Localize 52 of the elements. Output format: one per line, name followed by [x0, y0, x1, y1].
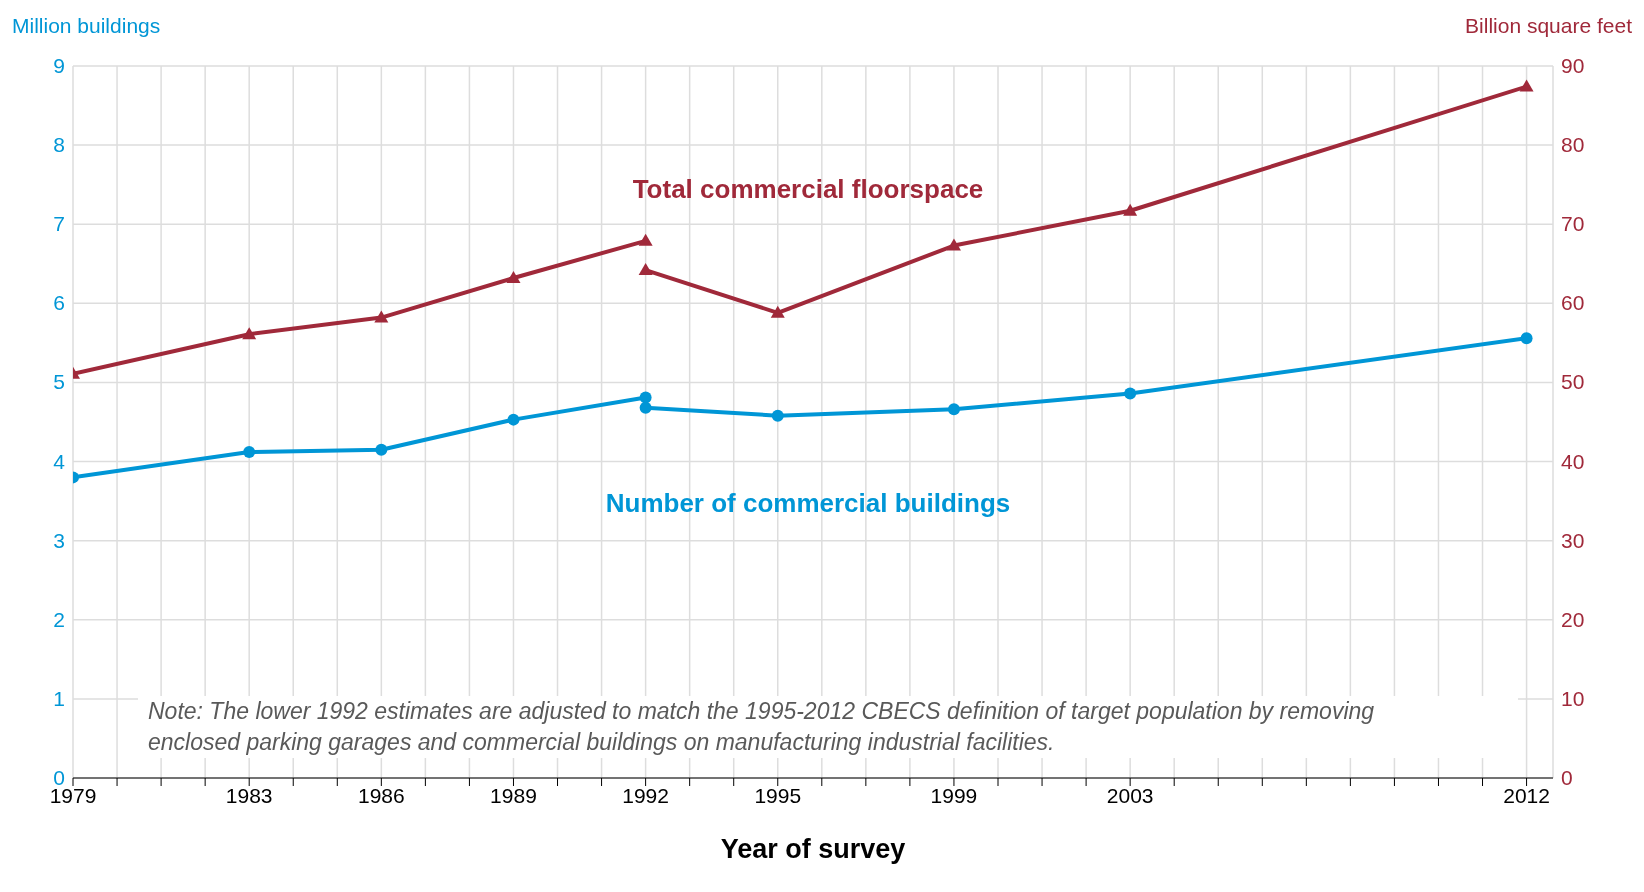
x-tick-label: 2012 — [1503, 783, 1550, 807]
x-tick-label: 1983 — [225, 783, 273, 807]
point — [946, 238, 961, 251]
point — [1519, 79, 1534, 92]
annotation: Note: The lower 1992 estimates are adjusted to match the 1995-2012 CBECS definition of target population by removing enclosed parking garages and commercial buildings on manufacturing industrial facilities. — [148, 697, 1376, 757]
y2-tick-label: 30 — [1561, 528, 1585, 552]
point — [375, 443, 388, 456]
x-tick-label: 1999 — [930, 783, 978, 807]
y-tick-label: 5 — [53, 370, 65, 394]
point — [507, 413, 520, 426]
point — [506, 271, 521, 284]
x-axis-title: Year of survey — [720, 834, 906, 864]
y2-tick-label: 10 — [1561, 686, 1585, 710]
point — [1123, 203, 1138, 216]
y2-tick-label: 60 — [1561, 291, 1585, 315]
series-label: Total commercial floorspace — [631, 174, 985, 205]
point — [639, 401, 652, 414]
point — [639, 391, 652, 404]
y-tick-label: 6 — [53, 291, 65, 315]
x-tick-label: 1989 — [490, 783, 537, 807]
y2-tick-label: 40 — [1561, 449, 1585, 473]
point — [638, 263, 653, 276]
y-tick-label: 7 — [53, 212, 65, 236]
x-tick-label: 1995 — [754, 783, 802, 807]
point — [770, 305, 785, 318]
y-tick-label: 0 — [53, 766, 65, 789]
y-tick-label: 2 — [53, 607, 65, 631]
point — [243, 446, 256, 459]
point — [947, 403, 960, 416]
point — [242, 327, 257, 340]
point — [1520, 332, 1533, 345]
y2-tick-label: 50 — [1561, 370, 1585, 394]
y-tick-label: 1 — [53, 686, 65, 710]
point — [374, 310, 389, 323]
point — [771, 409, 784, 422]
y2-tick-label: 20 — [1561, 607, 1585, 631]
x-tick-label: 2003 — [1106, 783, 1154, 807]
y-tick-label: 4 — [53, 449, 66, 473]
y-tick-label: 3 — [53, 528, 65, 552]
y2-tick-label: 80 — [1561, 133, 1585, 157]
text: Number of commercial buildings — [604, 488, 1012, 519]
y-tick-label: 9 — [53, 54, 65, 77]
x-tick-label: 1986 — [357, 783, 405, 807]
y-axis-title: Million buildings — [12, 14, 161, 38]
y-tick-label: 8 — [53, 133, 65, 157]
point — [638, 233, 653, 246]
x-tick-label: 1992 — [622, 783, 669, 807]
y2-tick-label: 0 — [1561, 766, 1573, 789]
y2-tick-label: 70 — [1561, 212, 1585, 236]
y2-tick-label: 90 — [1561, 54, 1585, 77]
y2-axis-title: Billion square feet — [1465, 14, 1632, 38]
point — [1124, 387, 1137, 400]
